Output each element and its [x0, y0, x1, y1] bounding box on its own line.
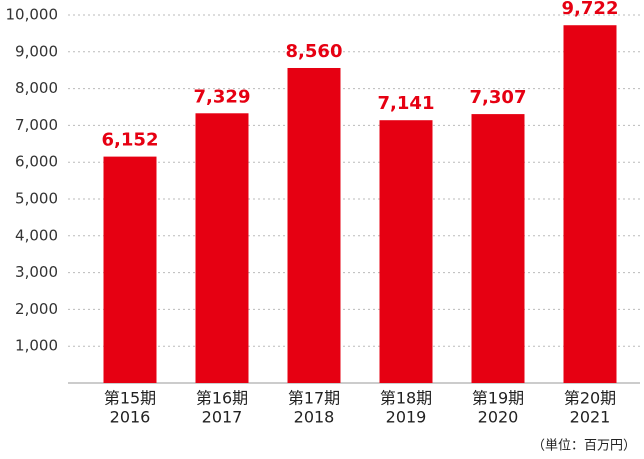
- value-label: 7,307: [470, 87, 527, 108]
- x-tick-year: 2021: [570, 408, 611, 427]
- x-tick-label: 第16期: [196, 389, 248, 408]
- y-tick-label: 3,000: [15, 263, 58, 281]
- x-tick-year: 2017: [202, 408, 243, 427]
- bar: [379, 120, 433, 384]
- bar: [563, 25, 617, 383]
- y-tick-label: 5,000: [15, 190, 58, 208]
- bar: [195, 113, 249, 384]
- x-tick-label: 第15期: [104, 389, 156, 408]
- value-label: 8,560: [286, 41, 343, 62]
- value-label: 7,329: [194, 86, 251, 107]
- x-tick-year: 2020: [478, 408, 519, 427]
- bar: [471, 114, 525, 383]
- y-tick-label: 6,000: [15, 153, 58, 171]
- bar: [287, 67, 341, 383]
- value-label: 9,722: [562, 0, 619, 19]
- y-tick-label: 8,000: [15, 79, 58, 97]
- x-tick-label: 第19期: [472, 389, 524, 408]
- unit-note: （単位：百万円）: [532, 438, 636, 454]
- bar: [103, 156, 157, 383]
- x-tick-label: 第18期: [380, 389, 432, 408]
- y-tick-label: 2,000: [15, 300, 58, 318]
- y-tick-label: 9,000: [15, 42, 58, 60]
- x-tick-label: 第20期: [564, 389, 616, 408]
- value-label: 7,141: [378, 93, 435, 114]
- y-tick-label: 10,000: [6, 6, 59, 24]
- x-tick-label: 第17期: [288, 389, 340, 408]
- y-tick-label: 4,000: [15, 226, 58, 244]
- x-tick-year: 2019: [386, 408, 427, 427]
- x-tick-year: 2018: [294, 408, 335, 427]
- y-tick-label: 7,000: [15, 116, 58, 134]
- value-label: 6,152: [102, 130, 159, 151]
- x-tick-year: 2016: [110, 408, 151, 427]
- y-tick-label: 1,000: [15, 337, 58, 355]
